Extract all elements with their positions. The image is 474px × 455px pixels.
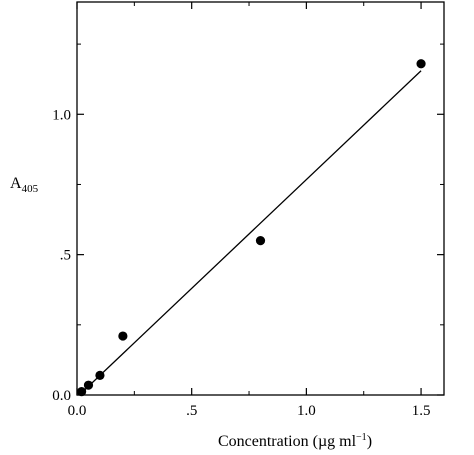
data-point-1 [83, 380, 94, 390]
x-axis-title-prefix: Concentration ( [218, 433, 318, 450]
x-tick-label-0: 0.0 [68, 403, 87, 419]
data-point-3 [118, 331, 128, 341]
y-axis-title-base: A [10, 175, 22, 192]
y-tick-label-1: .5 [60, 248, 71, 264]
x-axis-title-exponent: −1 [356, 432, 367, 443]
x-axis-title: Concentration (µg ml−1) [218, 432, 372, 450]
x-tick-label-2: 1.0 [297, 403, 316, 419]
x-tick-label-1: .5 [186, 403, 197, 419]
x-axis-title-unit: µg ml [318, 433, 357, 450]
y-tick-label-2: 1.0 [52, 107, 71, 123]
y-tick-label-0: 0.0 [52, 388, 71, 404]
fit-line [78, 70, 422, 396]
y-axis-title: A405 [10, 175, 39, 195]
data-point-4 [255, 236, 266, 246]
data-point-2 [95, 370, 105, 380]
data-point-5 [416, 59, 426, 69]
plot-frame [76, 1, 445, 396]
x-axis-title-suffix: ) [367, 433, 372, 450]
data-point-0 [76, 387, 87, 397]
x-tick-label-3: 1.5 [412, 403, 431, 419]
y-axis-title-subscript: 405 [22, 183, 39, 195]
